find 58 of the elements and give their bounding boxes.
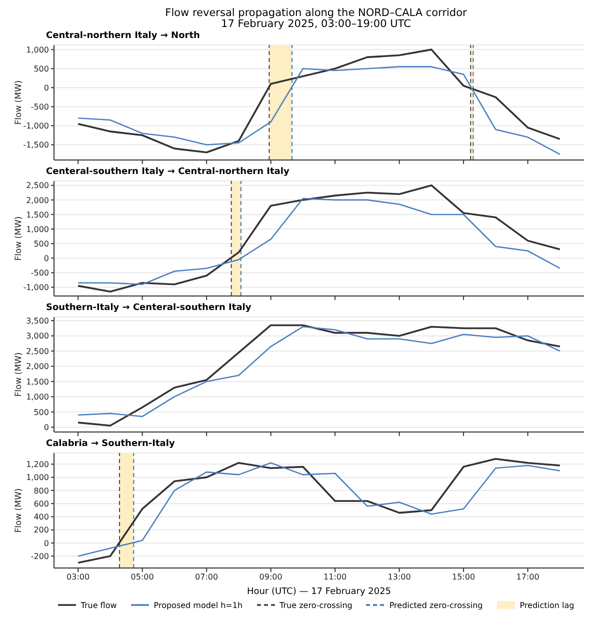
y-tick-label: 1,000 [26,224,49,234]
x-axis-title: Hour (UTC) — 17 February 2025 [246,586,392,598]
y-tick-label: 1,500 [26,377,49,386]
chart-title: Southern-Italy → Centeral-southern Italy [45,302,252,314]
x-tick-label: 09:00 [259,572,282,582]
y-tick-label: 0 [44,254,49,263]
y-axis-title: Flow (MW) [14,488,24,533]
x-tick-label: 07:00 [195,572,218,582]
x-tick-label: 03:00 [66,572,90,582]
y-tick-label: 3,000 [26,332,49,341]
y-tick-label: 500 [34,408,49,417]
line-series [77,198,561,286]
y-tick-label: 3,500 [26,316,49,326]
legend-label: Predicted zero-crossing [389,600,483,610]
y-tick-label: -1,000 [23,122,49,131]
x-tick-label: 05:00 [130,572,154,582]
y-tick-label: 600 [34,499,49,508]
y-axis-title: Flow (MW) [14,80,24,125]
y-tick-label: 500 [34,64,49,74]
y-tick-label: 2,000 [26,362,49,372]
x-tick-label: 13:00 [388,572,411,582]
y-tick-label: 2,500 [26,346,49,356]
y-tick-label: 0 [44,83,49,92]
y-tick-label: 400 [34,512,49,522]
chart-title: Central-northern Italy → North [45,30,201,42]
y-axis-title: Flow (MW) [14,216,24,261]
line-series [77,184,561,293]
legend-label: True zero-crossing [280,600,352,610]
x-tick-label: 17:00 [516,572,540,582]
legend-label: Proposed model h=1h [154,600,243,610]
y-tick-label: 2,000 [26,196,49,205]
y-tick-label: 0 [44,422,49,432]
chart-title: Calabria → Southern-Italy [45,438,176,450]
legend-label: Prediction lag [520,600,574,610]
y-tick-label: -500 [30,102,49,112]
y-tick-label: -200 [30,552,49,562]
x-tick-label: 15:00 [452,572,476,582]
text: 17 February 2025, 03:00–19:00 UTC [220,18,412,30]
line-series [77,48,561,154]
y-tick-label: 2,500 [26,181,49,190]
x-tick-label: 11:00 [324,572,347,582]
y-tick-label: 1,500 [26,210,49,220]
y-tick-label: -1,500 [23,140,49,150]
y-tick-label: -1,000 [23,283,49,292]
y-tick-label: -500 [30,268,49,278]
y-tick-label: 500 [34,239,49,248]
y-axis-title: Flow (MW) [14,352,24,397]
text: Flow reversal propagation along the NORD–CALA corridor [164,7,468,19]
line-series [77,66,561,155]
y-tick-label: 800 [34,486,49,496]
y-tick-label: 1,200 [26,460,49,470]
chart-title: Centeral-southern Italy → Central-northern Italy [45,166,290,178]
y-tick-label: 1,000 [26,473,49,482]
y-tick-label: 200 [34,526,49,535]
y-tick-label: 1,000 [26,392,49,402]
y-tick-label: 1,000 [26,45,49,54]
y-tick-label: 0 [44,538,49,548]
legend-label: True flow [80,600,117,610]
